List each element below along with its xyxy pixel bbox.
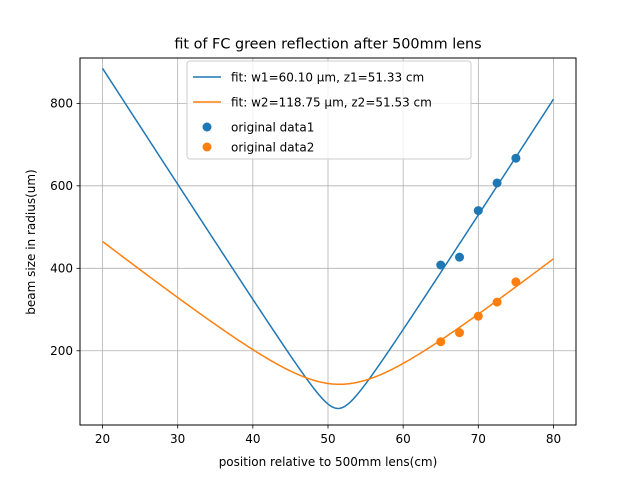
data-point-series1 <box>511 153 521 163</box>
data-point-series2 <box>473 311 483 321</box>
data-point-series1 <box>492 178 502 188</box>
data-point-series2 <box>455 328 465 338</box>
legend-label-fit2: fit: w2=118.75 μm, z2=51.53 cm <box>231 96 432 110</box>
x-axis-ticks: 20 30 40 50 60 70 80 <box>95 425 561 446</box>
data-point-series2 <box>436 337 446 347</box>
x-tick-label: 40 <box>245 432 260 446</box>
legend-label-data1: original data1 <box>231 121 314 135</box>
data-point-series2 <box>511 277 521 287</box>
legend-label-fit1: fit: w1=60.10 μm, z1=51.33 cm <box>231 71 424 85</box>
x-axis-label: position relative to 500mm lens(cm) <box>219 455 438 469</box>
data-points <box>436 153 521 347</box>
x-tick-label: 20 <box>95 432 110 446</box>
y-axis-ticks: 200 400 600 800 <box>50 97 80 358</box>
y-tick-label: 400 <box>50 262 73 276</box>
legend-box <box>186 60 472 160</box>
x-tick-label: 60 <box>396 432 411 446</box>
legend-label-data2: original data2 <box>231 141 314 155</box>
legend-marker-data2 <box>202 142 212 152</box>
x-tick-label: 80 <box>546 432 561 446</box>
chart-title: fit of FC green reflection after 500mm l… <box>174 37 481 53</box>
x-tick-label: 70 <box>471 432 486 446</box>
y-tick-label: 200 <box>50 344 73 358</box>
data-point-series2 <box>492 297 502 307</box>
data-point-series1 <box>473 206 483 216</box>
x-tick-label: 50 <box>320 432 335 446</box>
y-tick-label: 600 <box>50 179 73 193</box>
legend-marker-data1 <box>202 122 212 132</box>
legend: fit: w1=60.10 μm, z1=51.33 cm fit: w2=11… <box>186 60 472 160</box>
data-point-series1 <box>436 260 446 270</box>
x-tick-label: 30 <box>170 432 185 446</box>
y-tick-label: 800 <box>50 97 73 111</box>
y-axis-label: beam size in radius(um) <box>24 169 38 314</box>
data-point-series1 <box>455 252 465 262</box>
